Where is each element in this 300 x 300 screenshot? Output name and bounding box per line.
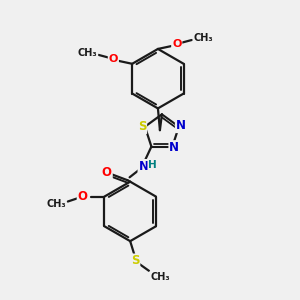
Text: CH₃: CH₃ xyxy=(150,272,170,282)
Text: H: H xyxy=(148,160,157,170)
Text: S: S xyxy=(131,254,140,268)
Text: N: N xyxy=(169,141,179,154)
Text: CH₃: CH₃ xyxy=(78,48,98,58)
Text: CH₃: CH₃ xyxy=(46,200,66,209)
Text: N: N xyxy=(139,160,148,173)
Text: N: N xyxy=(176,119,186,132)
Text: O: O xyxy=(172,39,182,49)
Text: O: O xyxy=(109,54,118,64)
Text: CH₃: CH₃ xyxy=(194,33,213,43)
Text: O: O xyxy=(102,166,112,179)
Text: S: S xyxy=(138,120,146,133)
Text: O: O xyxy=(78,190,88,203)
